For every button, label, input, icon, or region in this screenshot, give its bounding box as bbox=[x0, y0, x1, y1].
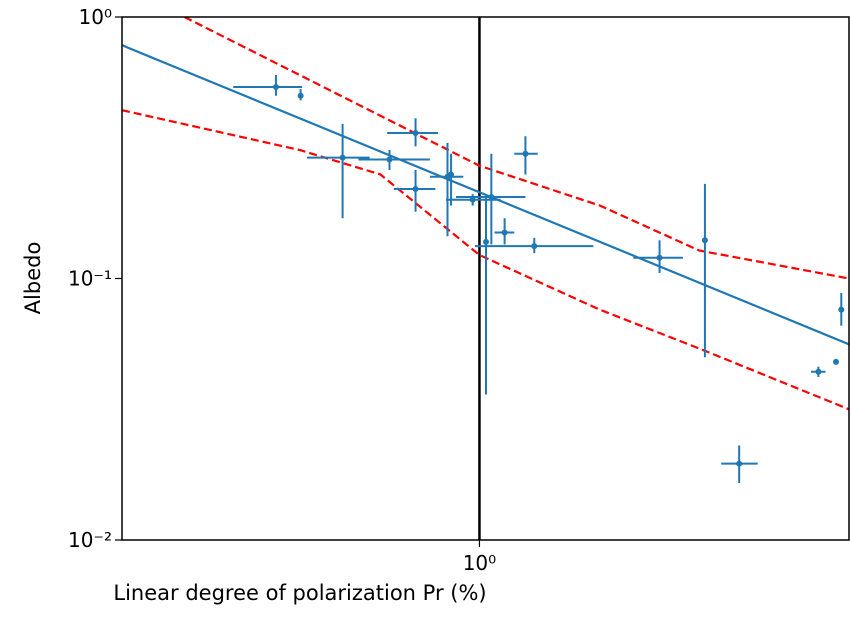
point bbox=[386, 156, 393, 163]
point bbox=[833, 358, 840, 365]
point bbox=[501, 229, 508, 236]
confidence-line bbox=[122, 109, 849, 411]
point bbox=[412, 130, 419, 137]
point bbox=[448, 171, 455, 178]
y-tick-label: 10⁻¹ bbox=[68, 267, 112, 291]
x-tick-label: 10⁰ bbox=[463, 551, 496, 575]
fit-line bbox=[122, 44, 849, 346]
point bbox=[412, 185, 419, 192]
point bbox=[736, 460, 743, 467]
point bbox=[838, 306, 845, 313]
point bbox=[815, 368, 822, 375]
x-axis-label: Linear degree of polarization Pr (%) bbox=[113, 581, 486, 605]
point bbox=[531, 243, 538, 250]
y-tick-label: 10⁰ bbox=[79, 5, 112, 29]
point bbox=[483, 238, 490, 245]
y-axis-label: Albedo bbox=[21, 242, 45, 315]
point bbox=[272, 83, 279, 90]
point bbox=[297, 92, 304, 99]
confidence-line bbox=[184, 17, 849, 280]
y-tick-label: 10⁻² bbox=[68, 528, 112, 552]
point bbox=[522, 150, 529, 157]
point bbox=[469, 196, 476, 203]
point bbox=[488, 193, 495, 200]
point bbox=[656, 254, 663, 261]
point bbox=[701, 237, 708, 244]
point bbox=[339, 154, 346, 161]
plot-frame bbox=[121, 16, 850, 541]
